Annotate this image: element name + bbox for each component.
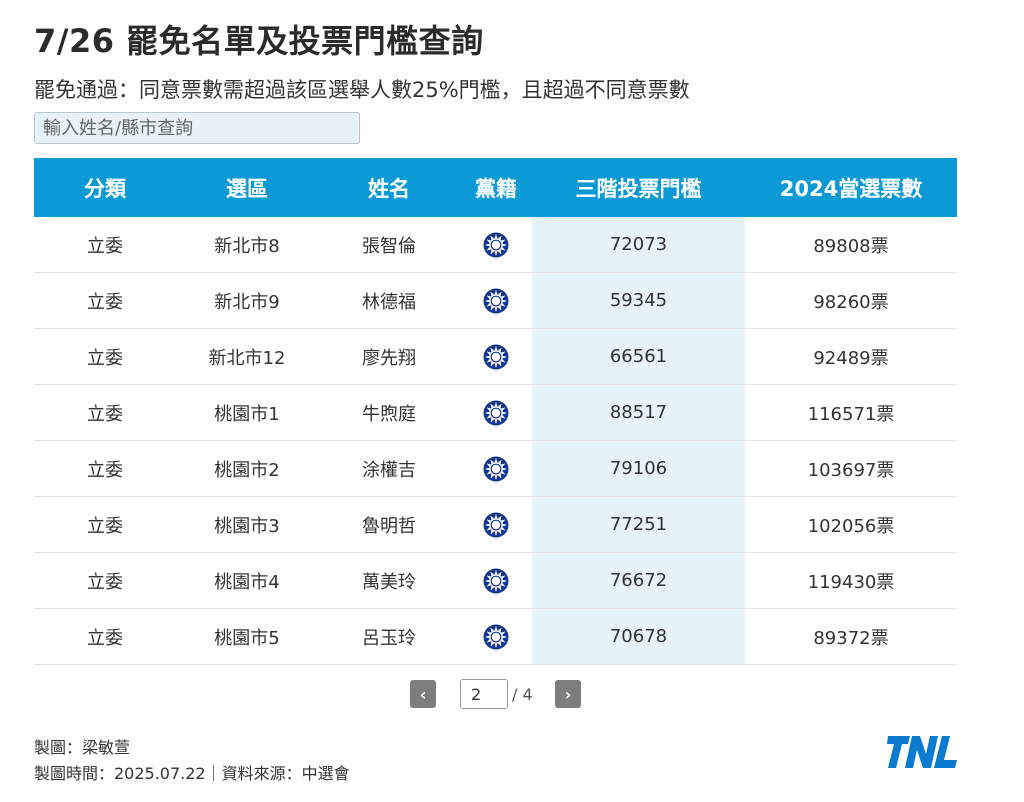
cell-district: 新北市12: [176, 328, 318, 385]
tnl-logo-icon: [887, 736, 957, 768]
cell-name: 涂權吉: [318, 440, 460, 497]
cell-party: [460, 496, 532, 553]
cell-district: 桃園市4: [176, 552, 318, 609]
cell-threshold: 79106: [532, 440, 745, 497]
cell-party: [460, 217, 532, 273]
cell-party: [460, 440, 532, 497]
kmt-emblem-icon: [483, 400, 509, 425]
kmt-emblem-icon: [483, 232, 509, 257]
cell-name: 林德福: [318, 272, 460, 329]
cell-threshold: 77251: [532, 496, 745, 553]
column-header-votes-2024[interactable]: 2024當選票數: [745, 158, 957, 217]
cell-threshold: 88517: [532, 384, 745, 441]
column-header-district[interactable]: 選區: [176, 158, 318, 217]
cell-party: [460, 608, 532, 665]
column-header-party[interactable]: 黨籍: [460, 158, 532, 217]
column-header-threshold[interactable]: 三階投票門檻: [532, 158, 745, 217]
search-input[interactable]: [34, 112, 360, 144]
cell-threshold: 70678: [532, 608, 745, 665]
cell-category: 立委: [34, 552, 176, 609]
page-subtitle: 罷免通過：同意票數需超過該區選舉人數25%門檻，且超過不同意票數: [34, 78, 690, 102]
table-row: 立委 桃園市2 涂權吉 79106 103697票: [34, 440, 957, 497]
cell-category: 立委: [34, 608, 176, 665]
cell-threshold: 76672: [532, 552, 745, 609]
cell-votes-2024: 92489票: [745, 328, 957, 385]
cell-district: 桃園市2: [176, 440, 318, 497]
cell-category: 立委: [34, 272, 176, 329]
cell-category: 立委: [34, 440, 176, 497]
cell-votes-2024: 116571票: [745, 384, 957, 441]
cell-party: [460, 552, 532, 609]
cell-category: 立委: [34, 384, 176, 441]
page-total: / 4: [512, 685, 533, 704]
table-row: 立委 新北市8 張智倫 72073 89808票: [34, 217, 957, 273]
kmt-emblem-icon: [483, 344, 509, 369]
recall-table: 分類 選區 姓名 黨籍 三階投票門檻 2024當選票數 立委 新北市8 張智倫 720…: [34, 158, 957, 665]
prev-page-button[interactable]: ‹: [410, 680, 436, 708]
credit-meta: 製圖時間：2025.07.22｜資料來源：中選會: [34, 764, 350, 783]
cell-name: 魯明哲: [318, 496, 460, 553]
table-row: 立委 桃園市1 牛煦庭 88517 116571票: [34, 384, 957, 441]
cell-name: 牛煦庭: [318, 384, 460, 441]
table-row: 立委 桃園市4 萬美玲 76672 119430票: [34, 552, 957, 609]
cell-party: [460, 328, 532, 385]
column-header-name[interactable]: 姓名: [318, 158, 460, 217]
kmt-emblem-icon: [483, 568, 509, 593]
next-page-button[interactable]: ›: [555, 680, 581, 708]
table-row: 立委 桃園市3 魯明哲 77251 102056票: [34, 496, 957, 553]
cell-district: 桃園市3: [176, 496, 318, 553]
cell-name: 廖先翔: [318, 328, 460, 385]
kmt-emblem-icon: [483, 624, 509, 649]
kmt-emblem-icon: [483, 456, 509, 481]
table-row: 立委 桃園市5 呂玉玲 70678 89372票: [34, 608, 957, 665]
cell-category: 立委: [34, 496, 176, 553]
table-header-row: 分類 選區 姓名 黨籍 三階投票門檻 2024當選票數: [34, 158, 957, 217]
cell-district: 桃園市1: [176, 384, 318, 441]
cell-votes-2024: 119430票: [745, 552, 957, 609]
cell-district: 新北市9: [176, 272, 318, 329]
cell-category: 立委: [34, 328, 176, 385]
cell-votes-2024: 89808票: [745, 217, 957, 273]
table-row: 立委 新北市9 林德福 59345 98260票: [34, 272, 957, 329]
column-header-category[interactable]: 分類: [34, 158, 176, 217]
cell-votes-2024: 98260票: [745, 272, 957, 329]
cell-name: 張智倫: [318, 217, 460, 273]
kmt-emblem-icon: [483, 288, 509, 313]
cell-category: 立委: [34, 217, 176, 273]
page-number-input[interactable]: [460, 679, 508, 709]
pagination: ‹ / 4 ›: [0, 679, 1024, 709]
cell-threshold: 66561: [532, 328, 745, 385]
cell-votes-2024: 102056票: [745, 496, 957, 553]
cell-threshold: 72073: [532, 217, 745, 273]
table-row: 立委 新北市12 廖先翔 66561 92489票: [34, 328, 957, 385]
cell-district: 新北市8: [176, 217, 318, 273]
cell-votes-2024: 103697票: [745, 440, 957, 497]
credit-author: 製圖：梁敏萱: [34, 738, 131, 757]
kmt-emblem-icon: [483, 512, 509, 537]
cell-name: 呂玉玲: [318, 608, 460, 665]
cell-district: 桃園市5: [176, 608, 318, 665]
cell-name: 萬美玲: [318, 552, 460, 609]
cell-votes-2024: 89372票: [745, 608, 957, 665]
cell-party: [460, 384, 532, 441]
cell-threshold: 59345: [532, 272, 745, 329]
page-title: 7/26 罷免名單及投票門檻查詢: [34, 22, 484, 60]
cell-party: [460, 272, 532, 329]
